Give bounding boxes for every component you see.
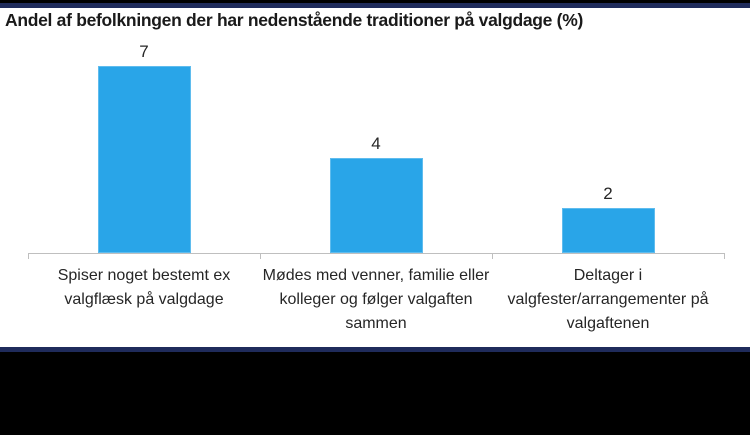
- x-axis-tick: [260, 253, 261, 259]
- bar-value-label: 2: [603, 184, 613, 203]
- x-axis-tick: [724, 253, 725, 259]
- chart-canvas: Andel af befolkningen der har nedenståen…: [0, 8, 750, 347]
- category-label: Deltager i valgfester/arrangementer på v…: [507, 267, 709, 332]
- top-navy-stripe: [0, 3, 750, 8]
- chart-title: Andel af befolkningen der har nedenståen…: [5, 10, 583, 30]
- x-axis-tick: [28, 253, 29, 259]
- bar: [329, 158, 423, 253]
- plot-area: 7 Spiser noget bestemt ex valgflæsk på va…: [0, 8, 750, 347]
- bar-value-label: 4: [371, 134, 381, 153]
- bar-value-label: 7: [139, 42, 149, 61]
- bottom-navy-stripe: [0, 347, 750, 352]
- bar: [561, 208, 655, 253]
- category-label: Spiser noget bestemt ex valgflæsk på val…: [57, 267, 231, 308]
- category-label: Mødes med venner, familie eller kolleger…: [262, 267, 490, 332]
- x-axis-tick: [492, 253, 493, 259]
- bottom-black-band: [0, 352, 750, 435]
- x-axis-line: [28, 253, 724, 254]
- bar: [97, 66, 191, 253]
